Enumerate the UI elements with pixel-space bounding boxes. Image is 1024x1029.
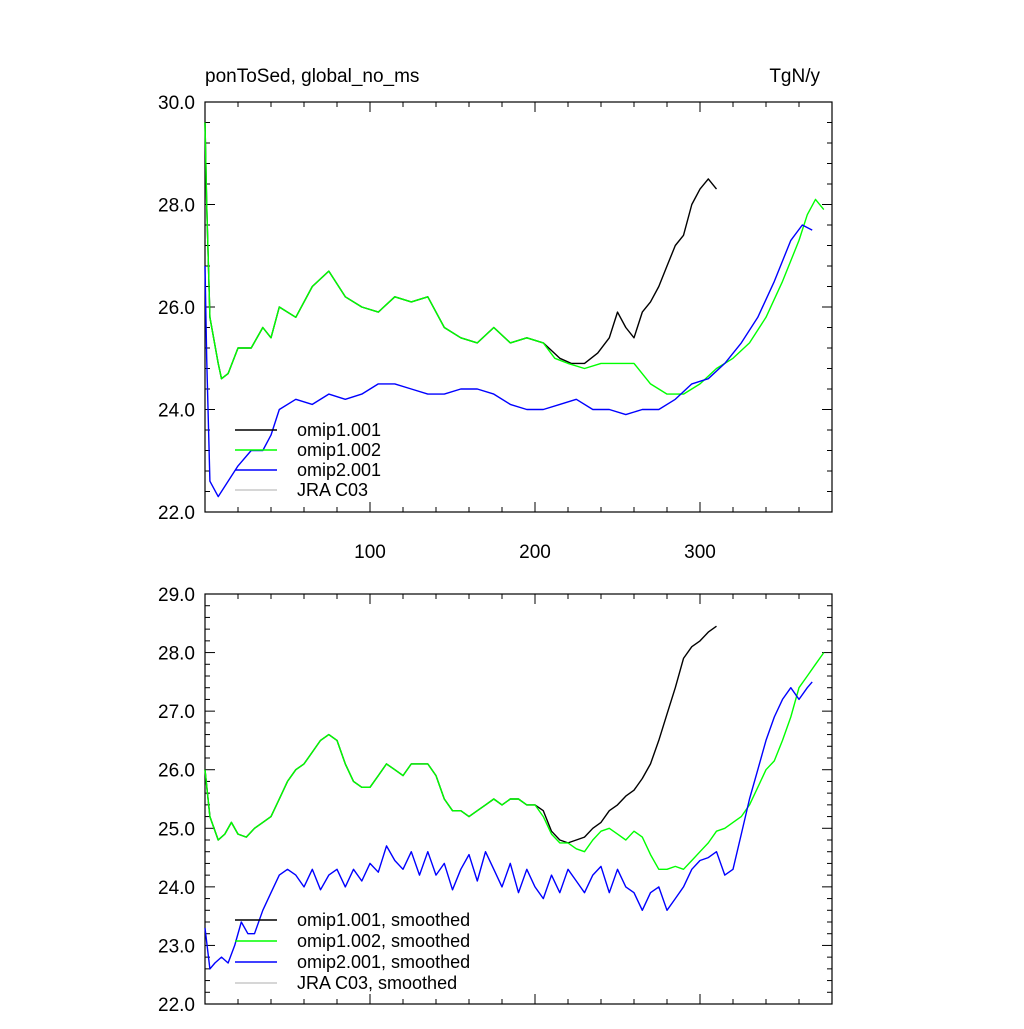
legend-label: omip1.002 [297, 440, 381, 460]
y-tick-label: 26.0 [158, 761, 195, 782]
legend-label: omip1.001 [297, 420, 381, 440]
x-tick-label: 100 [354, 542, 386, 563]
x-tick-label: 300 [684, 542, 716, 563]
y-tick-label: 27.0 [158, 702, 195, 723]
y-tick-label: 29.0 [158, 585, 195, 606]
series-line-omip2-001-smoothed [204, 681, 813, 970]
legend-label: JRA C03, smoothed [297, 973, 457, 993]
legend-label: JRA C03 [297, 480, 368, 500]
y-tick-label: 28.0 [158, 644, 195, 665]
y-tick-label: 26.0 [158, 298, 195, 319]
series-line-omip1-002 [204, 122, 825, 395]
legend-label: omip1.002, smoothed [297, 931, 470, 951]
bottom-panel: 22.0 23.0 24.0 25.0 26.0 27.0 28.0 29.0 omip1.00… [158, 585, 833, 1016]
series-line-omip1-002-smoothed [204, 652, 825, 870]
units-label: TgN/y [769, 66, 820, 87]
legend-label: omip2.001 [297, 460, 381, 480]
y-tick-label: 24.0 [158, 401, 195, 422]
y-tick-label: 23.0 [158, 936, 195, 957]
y-tick-label: 22.0 [158, 503, 195, 524]
x-tick-label: 200 [519, 542, 551, 563]
series-line-omip1-001 [204, 122, 718, 380]
y-tick-label: 30.0 [158, 93, 195, 114]
y-tick-label: 22.0 [158, 995, 195, 1016]
y-tick-label: 24.0 [158, 878, 195, 899]
y-tick-label: 25.0 [158, 819, 195, 840]
chart-title: ponToSed, global_no_ms [205, 66, 419, 87]
legend-label: omip1.001, smoothed [297, 910, 470, 930]
legend-label: omip2.001, smoothed [297, 952, 470, 972]
plot-frame [204, 593, 833, 1005]
y-tick-label: 28.0 [158, 196, 195, 217]
